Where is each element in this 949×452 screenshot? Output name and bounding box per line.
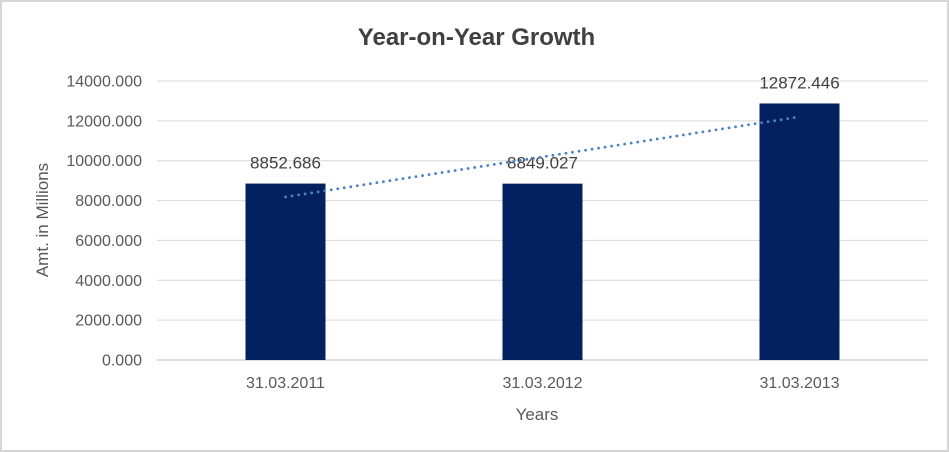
x-category-label: 31.03.2013 [759, 375, 839, 392]
y-tick-label: 2000.000 [75, 313, 142, 330]
bar [245, 183, 326, 360]
x-axis-title: Years [515, 405, 559, 424]
bar [502, 183, 583, 360]
y-tick-label: 10000.000 [66, 153, 142, 170]
trendline [284, 115, 801, 199]
y-tick-label: 8000.000 [75, 193, 142, 210]
bar-value-label: 8849.027 [507, 154, 578, 173]
y-tick-label: 0.000 [102, 353, 142, 370]
chart-title: Year-on-Year Growth [357, 24, 596, 51]
y-tick-label: 14000.000 [66, 74, 142, 91]
y-tick-label: 12000.000 [66, 113, 142, 130]
bar-value-label: 12872.446 [759, 73, 839, 92]
bar-value-label: 8852.686 [250, 154, 321, 173]
bar [759, 103, 840, 360]
y-tick-label: 6000.000 [75, 233, 142, 250]
y-tick-label: 4000.000 [75, 273, 142, 290]
x-category-label: 31.03.2011 [246, 375, 325, 392]
x-category-label: 31.03.2012 [502, 375, 582, 392]
